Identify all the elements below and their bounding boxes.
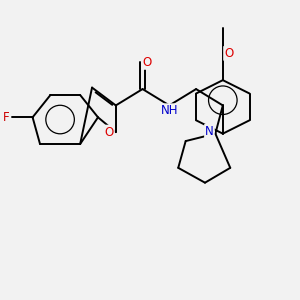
- Text: O: O: [105, 126, 114, 139]
- Text: O: O: [224, 47, 233, 60]
- Text: O: O: [142, 56, 152, 69]
- Text: N: N: [205, 125, 214, 138]
- Text: NH: NH: [160, 104, 178, 117]
- Text: F: F: [3, 111, 10, 124]
